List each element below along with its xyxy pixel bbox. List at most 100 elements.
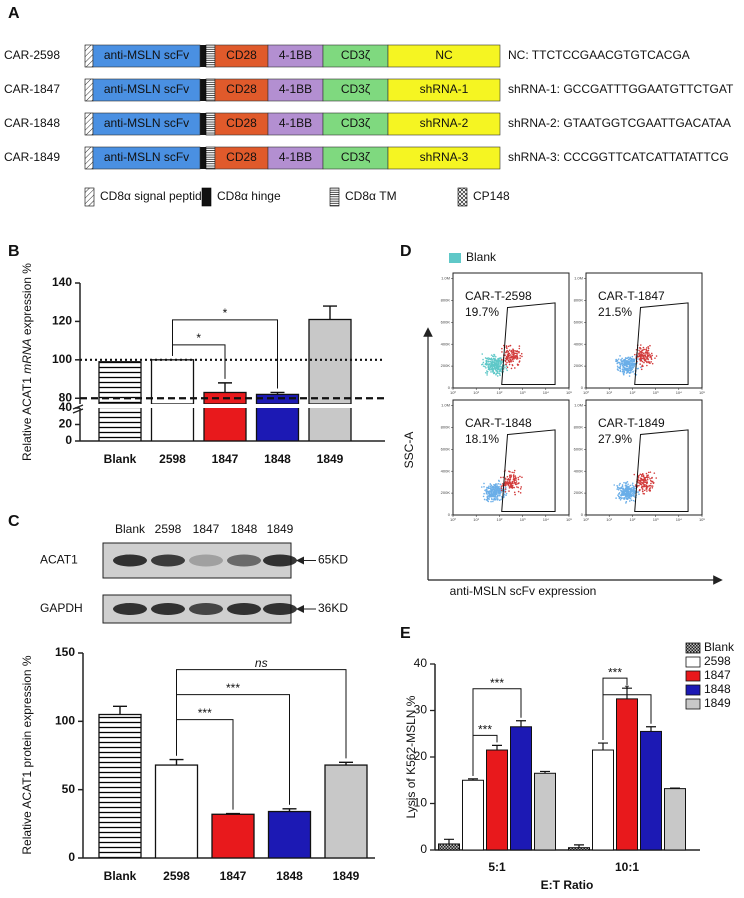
event-dot: [652, 481, 655, 484]
event-dot: [644, 358, 647, 361]
event-dot: [521, 476, 523, 479]
event-dot: [628, 500, 631, 502]
event-dot: [501, 351, 503, 353]
event-dot: [616, 486, 619, 489]
event-dot: [513, 471, 515, 474]
event-dot: [616, 365, 619, 368]
event-dot: [505, 479, 507, 481]
event-dot: [487, 360, 490, 362]
x-tick-label: 10¹: [473, 390, 479, 395]
y-tick-label: 600K: [574, 446, 584, 451]
blot-band: [151, 554, 185, 567]
event-dot: [638, 349, 640, 352]
y-axis-label: Relative ACAT1 protein expression %: [20, 655, 34, 855]
sequence: shRNA-2: GTAATGGTCGAATTGACATAA: [508, 116, 731, 130]
event-dot: [633, 489, 636, 492]
legend-label: 1848: [704, 682, 731, 696]
event-dot: [488, 369, 491, 371]
event-dot: [618, 491, 621, 494]
event-dot: [494, 363, 497, 365]
event-dot: [498, 490, 501, 493]
event-dot: [516, 350, 518, 352]
y-tick-label: 800K: [441, 297, 451, 302]
event-dot: [643, 361, 645, 364]
event-dot: [622, 366, 624, 369]
event-dot: [518, 351, 520, 354]
segment-label: anti-MSLN scFv: [104, 48, 189, 62]
event-dot: [484, 489, 486, 492]
event-dot: [620, 489, 622, 492]
event-dot: [643, 348, 646, 351]
hinge: [200, 45, 206, 67]
event-dot: [486, 372, 488, 374]
event-dot: [620, 494, 623, 497]
event-dot: [633, 473, 636, 476]
event-dot: [494, 364, 497, 367]
event-dot: [640, 350, 642, 353]
y-tick-label: 400K: [574, 341, 584, 346]
event-dot: [490, 354, 493, 356]
event-dot: [504, 477, 507, 480]
event-dot: [642, 346, 645, 349]
event-dot: [488, 495, 491, 498]
event-dot: [491, 371, 494, 373]
event-dot: [492, 361, 495, 363]
event-dot: [623, 371, 626, 373]
event-dot: [643, 481, 646, 484]
event-dot: [641, 490, 644, 492]
panel-name: CAR-T-1848: [465, 416, 532, 430]
event-dot: [647, 361, 650, 363]
x-tick-label: 1847: [220, 869, 247, 883]
event-dot: [508, 480, 511, 483]
bar: [255, 408, 300, 441]
event-dot: [625, 500, 628, 503]
bar: [438, 843, 460, 851]
event-dot: [626, 489, 629, 492]
y-tick-label: 0: [65, 433, 72, 447]
event-dot: [619, 365, 622, 368]
y-axis-label: Lysis of K562-MSLN %: [404, 695, 418, 818]
event-dot: [498, 373, 501, 375]
event-dot: [517, 476, 519, 479]
event-dot: [648, 476, 650, 478]
event-dot: [491, 498, 493, 501]
event-dot: [649, 471, 652, 473]
event-dot: [655, 477, 658, 479]
construct-name: CAR-1847: [4, 82, 60, 96]
event-dot: [498, 370, 501, 373]
event-dot: [482, 495, 485, 498]
event-dot: [514, 367, 516, 369]
x-tick-label: 1847: [212, 452, 239, 466]
event-dot: [643, 476, 646, 479]
event-dot: [521, 355, 523, 358]
x-tick-label: 10⁰: [450, 390, 456, 395]
y-axis-label: Relative ACAT1 mRNA expression %: [20, 263, 34, 461]
event-dot: [622, 373, 625, 376]
blot-band: [189, 603, 223, 615]
event-dot: [507, 352, 509, 354]
construct-segment: [387, 146, 501, 170]
x-axis-label: E:T Ratio: [541, 878, 594, 892]
event-dot: [482, 358, 484, 361]
x-tick-label: 2598: [159, 452, 186, 466]
event-dot: [514, 483, 517, 486]
event-dot: [508, 363, 511, 366]
bar: [308, 318, 352, 404]
panel-label: E: [400, 625, 411, 642]
significance-label: ns: [255, 656, 268, 670]
y-axis-label-part: mRNA: [20, 338, 34, 373]
event-dot: [506, 347, 508, 350]
bar: [150, 359, 195, 404]
y-tick-label: 200K: [441, 363, 451, 368]
segment-label: shRNA-2: [420, 116, 469, 130]
legend-label: CD8α hinge: [217, 189, 281, 203]
event-dot: [485, 492, 488, 495]
panel-name: CAR-T-1847: [598, 289, 665, 303]
event-dot: [510, 357, 513, 359]
event-dot: [489, 483, 492, 485]
event-dot: [486, 493, 489, 495]
event-dot: [616, 359, 619, 362]
significance-label: ***: [490, 676, 504, 690]
segment-label: NC: [435, 48, 453, 62]
event-dot: [507, 345, 510, 348]
